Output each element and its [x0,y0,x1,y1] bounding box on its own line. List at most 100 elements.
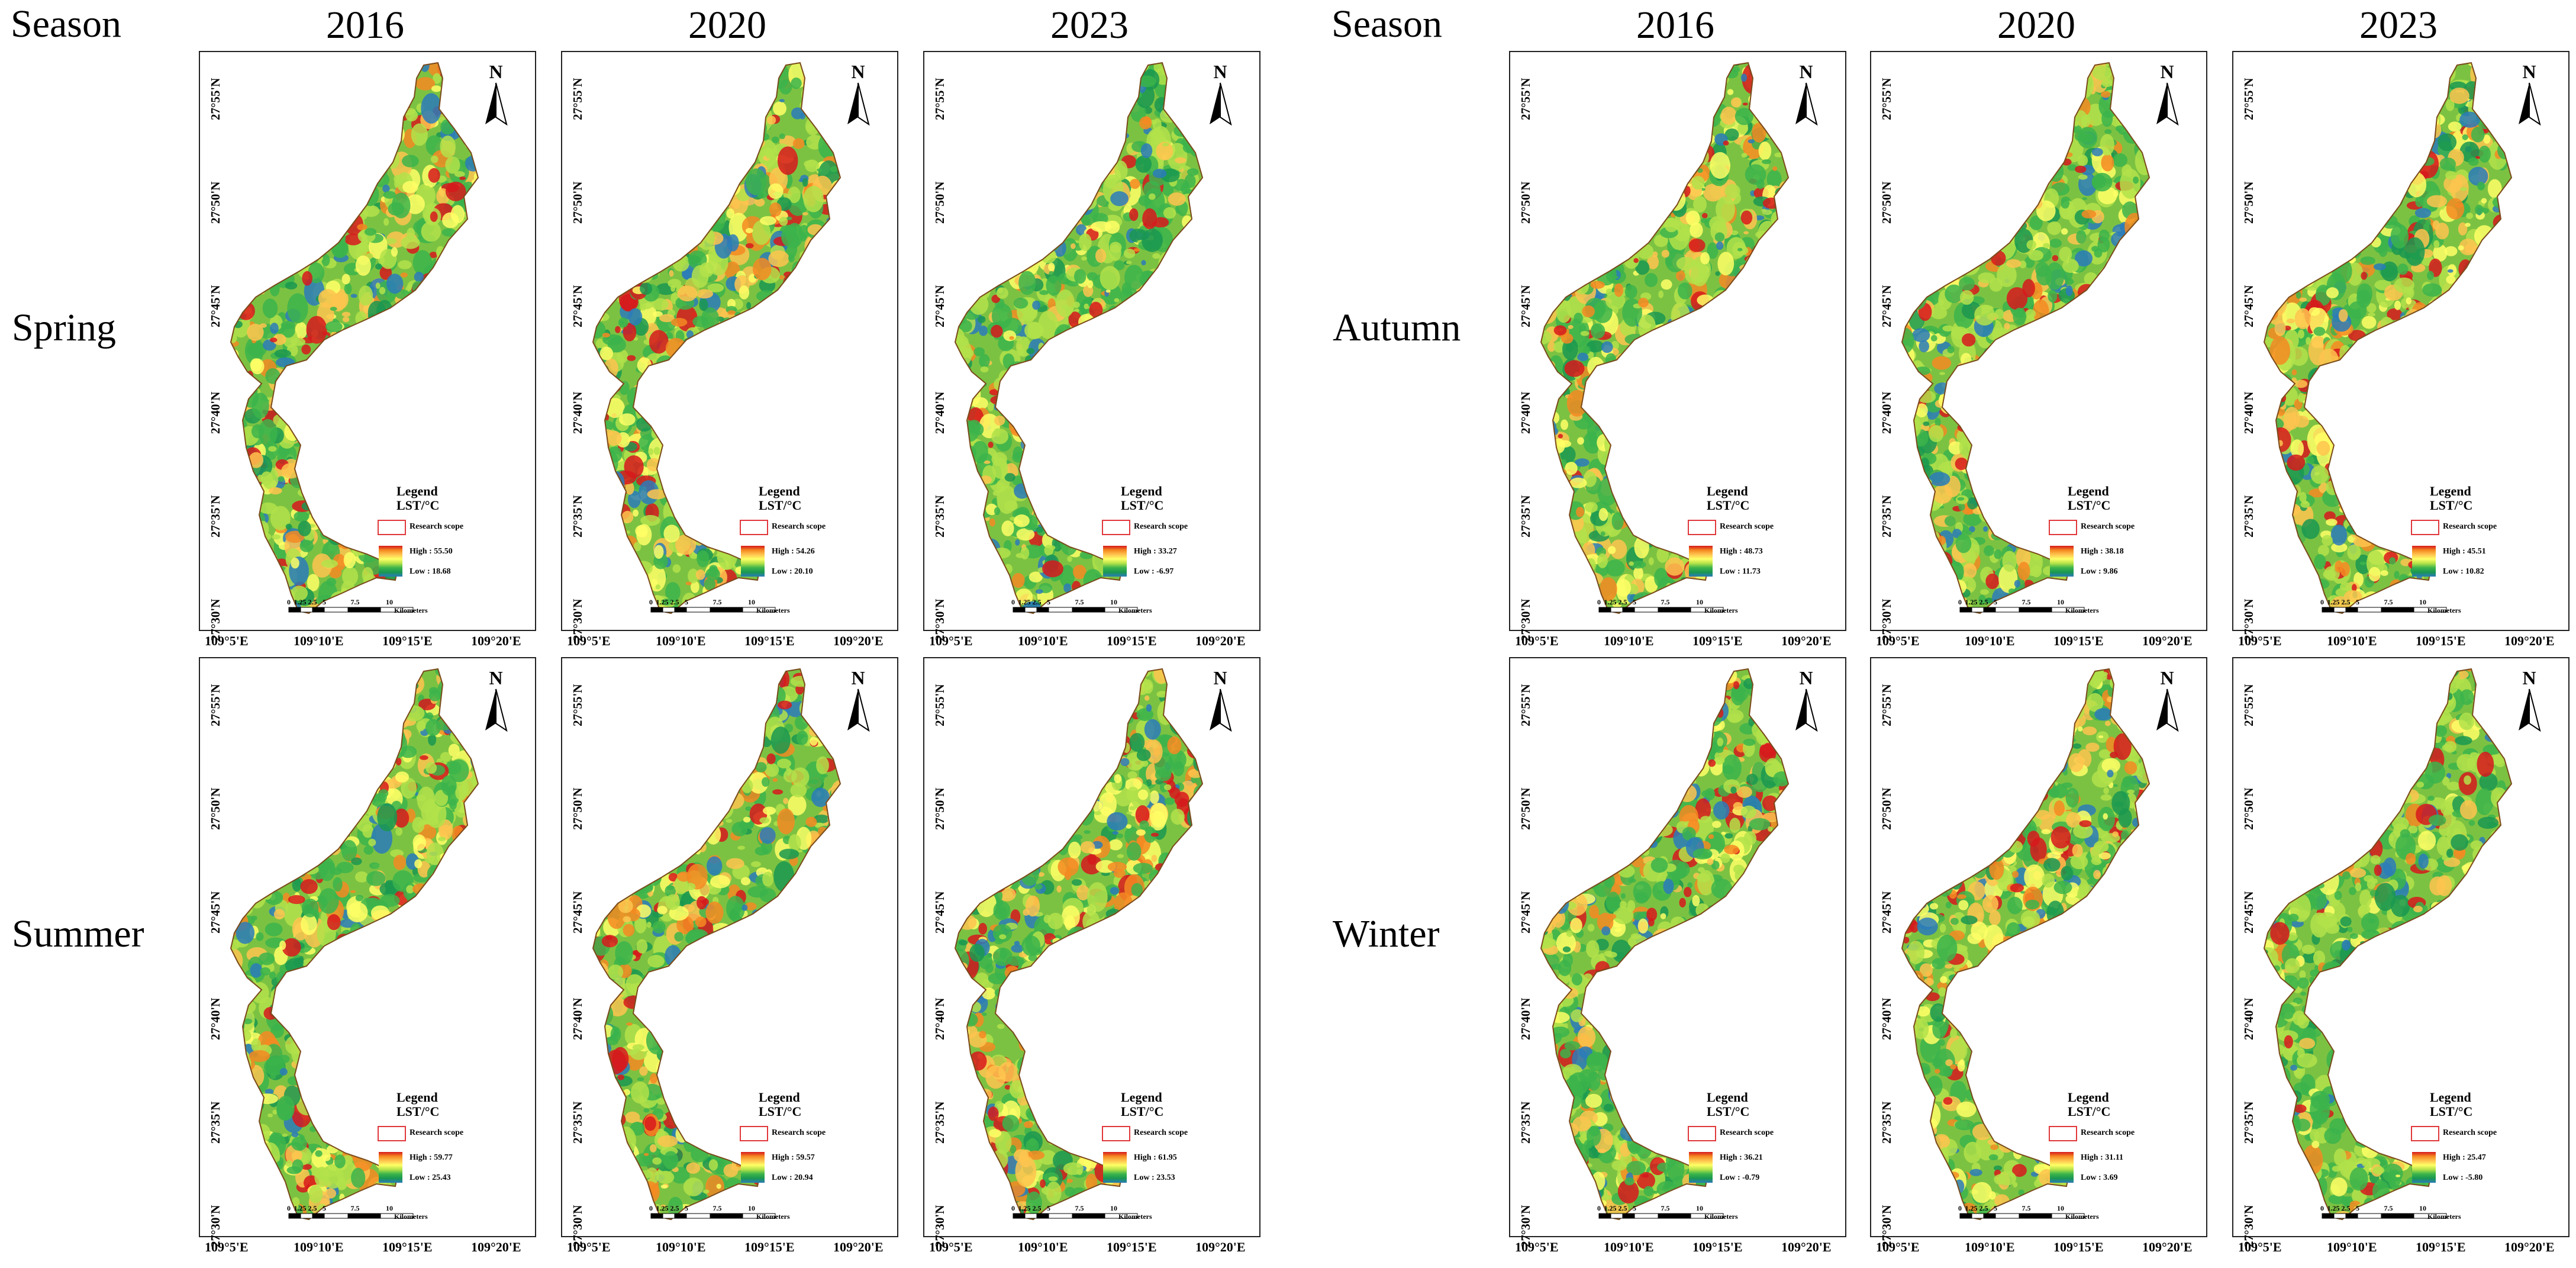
scale-bar: 0 1.25 2.5 5 7.5 10 Kilometers [989,1203,1185,1230]
scale-tick-label: 0 [1597,598,1601,606]
lat-tick-label: 27°35'N [208,495,223,538]
lat-tick-label: 27°55'N [1879,78,1894,120]
scale-tick-label: 10 [748,598,755,606]
lon-tick-label: 109°20'E [471,633,521,648]
map-panel-summer-2016: 27°55'N 27°50'N 27°45'N 27°40'N 27°35'N 27°30… [199,657,536,1247]
lst-map [1540,62,1790,614]
scale-unit-label: Kilometers [1704,1212,1738,1221]
lat-tick-label: 27°45'N [1518,285,1533,327]
lat-tick-label: 27°50'N [1518,181,1533,224]
research-scope-label: Research scope [2443,1128,2497,1137]
lst-color-ramp [1689,1152,1713,1183]
scale-tick-label: 5 [323,1204,326,1212]
scale-tick-label: 0 [1958,1204,1962,1212]
lst-map [2263,668,2513,1221]
lat-tick-label: 27°55'N [2242,78,2256,120]
scale-tick-label: 1.25 2.5 [656,598,679,606]
lon-tick-label: 109°5'E [567,1240,611,1254]
lon-tick-label: 109°20'E [1781,633,1832,648]
north-arrow-icon: N [840,60,876,134]
lat-tick-label: 27°40'N [1518,391,1533,434]
legend-low-value: Low : -6.97 [1134,567,1174,576]
map-legend: Legend LST/°C Research scope High : 33.27 Lo… [1102,484,1256,603]
scale-tick-label: 1.25 2.5 [1965,598,1988,606]
legend-title: Legend [2068,484,2109,498]
legend-title: Legend [1707,484,1748,498]
lon-tick-label: 109°10'E [1965,1240,2015,1254]
lat-tick-label: 27°50'N [2242,787,2256,830]
lat-tick-label: 27°45'N [1518,891,1533,934]
scale-bar: 0 1.25 2.5 5 7.5 10 Kilometers [627,597,823,623]
lon-tick-label: 109°20'E [833,1240,884,1254]
lat-tick-label: 27°35'N [1518,1101,1533,1144]
scale-tick-label: 1.25 2.5 [294,598,317,606]
research-scope-outline [592,62,842,614]
lat-tick-label: 27°55'N [2242,684,2256,726]
legend-unit: LST/°C [2430,1104,2473,1119]
legend-high-value: High : 48.73 [1720,547,1763,556]
scale-tick-label: 7.5 [2384,1204,2393,1212]
scale-tick-label: 10 [2057,1204,2064,1212]
lon-tick-label: 109°20'E [2142,1240,2193,1254]
lon-tick-label: 109°20'E [1195,1240,1246,1254]
scale-tick-label: 10 [1696,1204,1703,1212]
map-legend: Legend LST/°C Research scope High : 48.73 Lo… [1688,484,1842,603]
svg-text:N: N [489,61,502,82]
scale-bar: 0 1.25 2.5 5 7.5 10 Kilometers [265,597,460,623]
map-panel-autumn-2016: 27°55'N 27°50'N 27°45'N 27°40'N 27°35'N 27°30… [1509,51,1846,641]
north-arrow-icon: N [478,60,514,134]
lon-tick-label: 109°20'E [2142,633,2193,648]
scale-tick-label: 0 [649,1204,653,1212]
research-scope-label: Research scope [1134,522,1188,531]
map-legend: Legend LST/°C Research scope High : 61.95 Lo… [1102,1090,1256,1209]
lon-tick-label: 109°5'E [1876,1240,1920,1254]
lat-tick-label: 27°45'N [2242,285,2256,327]
lat-tick-label: 27°45'N [208,891,223,934]
legend-high-value: High : 38.18 [2081,547,2124,556]
scale-tick-label: 1.25 2.5 [1604,1204,1627,1212]
scale-unit-label: Kilometers [394,1212,428,1221]
legend-title: Legend [2068,1090,2109,1105]
legend-unit: LST/°C [759,1104,802,1119]
lat-tick-label: 27°50'N [208,181,223,224]
legend-low-value: Low : -0.79 [1720,1173,1760,1182]
legend-unit: LST/°C [396,498,440,513]
lon-tick-label: 109°15'E [1107,633,1157,648]
legend-low-value: Low : 20.94 [772,1173,813,1182]
lon-tick-label: 109°20'E [2504,1240,2555,1254]
lst-map [1540,668,1790,1221]
lst-map [954,668,1204,1221]
research-scope-outline [592,668,842,1221]
lat-tick-label: 27°45'N [1879,285,1894,327]
scale-tick-label: 7.5 [351,1204,360,1212]
scale-tick-label: 7.5 [1661,598,1670,606]
legend-low-value: Low : 23.53 [1134,1173,1175,1182]
research-scope-label: Research scope [2081,522,2135,531]
lon-tick-label: 109°15'E [2416,633,2466,648]
lat-tick-label: 27°45'N [933,891,947,934]
research-scope-outline [1901,668,2151,1221]
scale-tick-label: 5 [1633,598,1636,606]
lat-tick-label: 27°50'N [1518,787,1533,830]
legend-unit: LST/°C [759,498,802,513]
research-scope-outline [230,668,479,1221]
legend-low-value: Low : 20.10 [772,567,813,576]
lon-tick-label: 109°10'E [1604,633,1654,648]
research-scope-outline [230,62,479,614]
scale-tick-label: 0 [287,1204,291,1212]
scale-tick-label: 7.5 [1661,1204,1670,1212]
research-scope-label: Research scope [1720,522,1774,531]
scale-tick-label: 5 [1994,598,1997,606]
scale-tick-label: 5 [2356,1204,2359,1212]
lon-tick-label: 109°10'E [1018,1240,1068,1254]
scale-tick-label: 0 [287,598,291,606]
lon-tick-label: 109°15'E [1107,1240,1157,1254]
legend-unit: LST/°C [2430,498,2473,513]
map-panel-summer-2023: 27°55'N 27°50'N 27°45'N 27°40'N 27°35'N 27°30… [923,657,1260,1247]
map-panel-winter-2016: 27°55'N 27°50'N 27°45'N 27°40'N 27°35'N 27°30… [1509,657,1846,1247]
scale-tick-label: 7.5 [2022,598,2031,606]
scale-tick-label: 1.25 2.5 [294,1204,317,1212]
svg-text:N: N [851,61,865,82]
scale-tick-label: 1.25 2.5 [656,1204,679,1212]
lat-tick-label: 27°40'N [1518,997,1533,1040]
